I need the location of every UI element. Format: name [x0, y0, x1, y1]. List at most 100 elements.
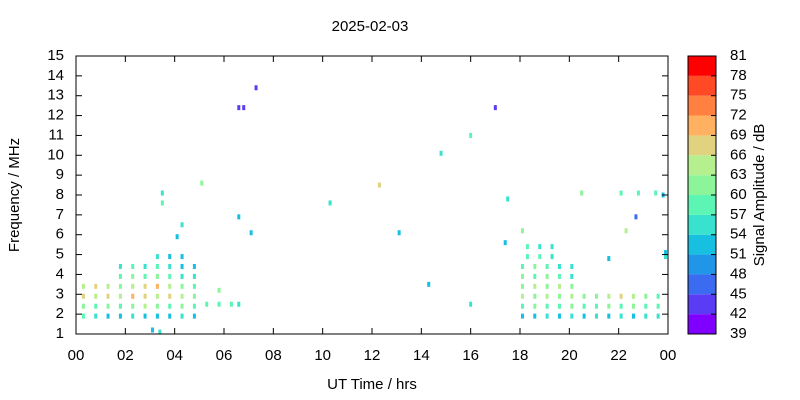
colorbar-tick-label: 51	[730, 246, 747, 263]
data-point	[533, 293, 537, 299]
colorbar-tick-label: 63	[730, 166, 747, 183]
data-point	[160, 190, 164, 196]
data-point	[155, 303, 159, 309]
data-point	[533, 283, 537, 289]
y-tick-label: 3	[56, 285, 64, 302]
x-axis-label: UT Time / hrs	[327, 376, 417, 393]
data-point	[192, 283, 196, 289]
data-point	[619, 293, 623, 299]
data-point	[155, 313, 159, 319]
colorbar-segment	[688, 254, 716, 275]
data-point	[506, 196, 510, 202]
data-point	[664, 250, 668, 256]
data-point	[118, 313, 122, 319]
y-tick-label: 8	[56, 186, 64, 203]
data-point	[242, 105, 246, 111]
data-point	[200, 180, 204, 186]
data-point	[619, 190, 623, 196]
data-point	[118, 273, 122, 279]
data-point	[217, 287, 221, 293]
data-point	[155, 283, 159, 289]
data-point	[131, 273, 135, 279]
data-point	[143, 273, 147, 279]
data-point	[158, 329, 162, 335]
colorbar-tick-label: 78	[730, 67, 747, 84]
colorbar-segment	[688, 234, 716, 255]
data-point	[619, 303, 623, 309]
colorbar-tick-label: 81	[730, 47, 747, 64]
y-tick-label: 2	[56, 305, 64, 322]
data-point	[619, 313, 623, 319]
data-point	[94, 293, 98, 299]
data-point	[644, 313, 648, 319]
colorbar-segment	[688, 214, 716, 235]
data-point	[538, 244, 542, 250]
data-point	[607, 313, 611, 319]
data-point	[594, 293, 598, 299]
colorbar-tick-label: 66	[730, 146, 747, 163]
data-point	[580, 190, 584, 196]
data-point	[503, 240, 507, 246]
colorbar-tick-label: 69	[730, 126, 747, 143]
x-tick-label: 18	[512, 347, 529, 364]
data-point	[636, 190, 640, 196]
data-point	[180, 303, 184, 309]
colorbar-tick-label: 60	[730, 186, 747, 203]
data-point	[427, 281, 431, 287]
data-point	[94, 283, 98, 289]
x-tick-label: 08	[265, 347, 282, 364]
data-point	[131, 263, 135, 269]
data-point	[131, 293, 135, 299]
data-point	[180, 222, 184, 228]
data-point	[118, 293, 122, 299]
data-point	[192, 273, 196, 279]
y-tick-label: 4	[56, 265, 64, 282]
data-point	[607, 256, 611, 262]
data-point	[654, 190, 658, 196]
data-point	[520, 303, 524, 309]
data-point	[525, 244, 529, 250]
data-point	[557, 273, 561, 279]
data-point	[180, 273, 184, 279]
y-tick-label: 6	[56, 226, 64, 243]
data-point	[439, 150, 443, 156]
data-point	[520, 283, 524, 289]
y-tick-label: 5	[56, 246, 64, 263]
y-tick-label: 7	[56, 206, 64, 223]
data-point	[520, 263, 524, 269]
data-point	[538, 254, 542, 260]
x-tick-label: 22	[610, 347, 627, 364]
data-point	[594, 303, 598, 309]
data-point	[624, 228, 628, 234]
data-point	[81, 293, 85, 299]
data-point	[545, 283, 549, 289]
data-point	[582, 293, 586, 299]
y-axis-label: Frequency / MHz	[6, 138, 23, 252]
data-point	[582, 303, 586, 309]
data-point	[377, 182, 381, 188]
data-point	[520, 313, 524, 319]
colorbar-segment	[688, 95, 716, 116]
colorbar-tick-label: 39	[730, 325, 747, 342]
data-point	[557, 303, 561, 309]
x-tick-label: 14	[413, 347, 430, 364]
data-point	[81, 283, 85, 289]
y-tick-label: 12	[47, 107, 64, 124]
data-point	[545, 273, 549, 279]
data-point	[81, 303, 85, 309]
colorbar-segment	[688, 195, 716, 215]
data-point	[557, 313, 561, 319]
data-point	[397, 230, 401, 236]
data-point	[520, 273, 524, 279]
colorbar-segment	[688, 115, 716, 136]
data-point	[520, 228, 524, 234]
data-point	[582, 313, 586, 319]
data-point	[160, 200, 164, 206]
data-point	[168, 313, 172, 319]
data-point	[545, 313, 549, 319]
colorbar-segment	[688, 274, 716, 295]
data-point	[131, 303, 135, 309]
data-point	[570, 303, 574, 309]
data-point	[168, 263, 172, 269]
